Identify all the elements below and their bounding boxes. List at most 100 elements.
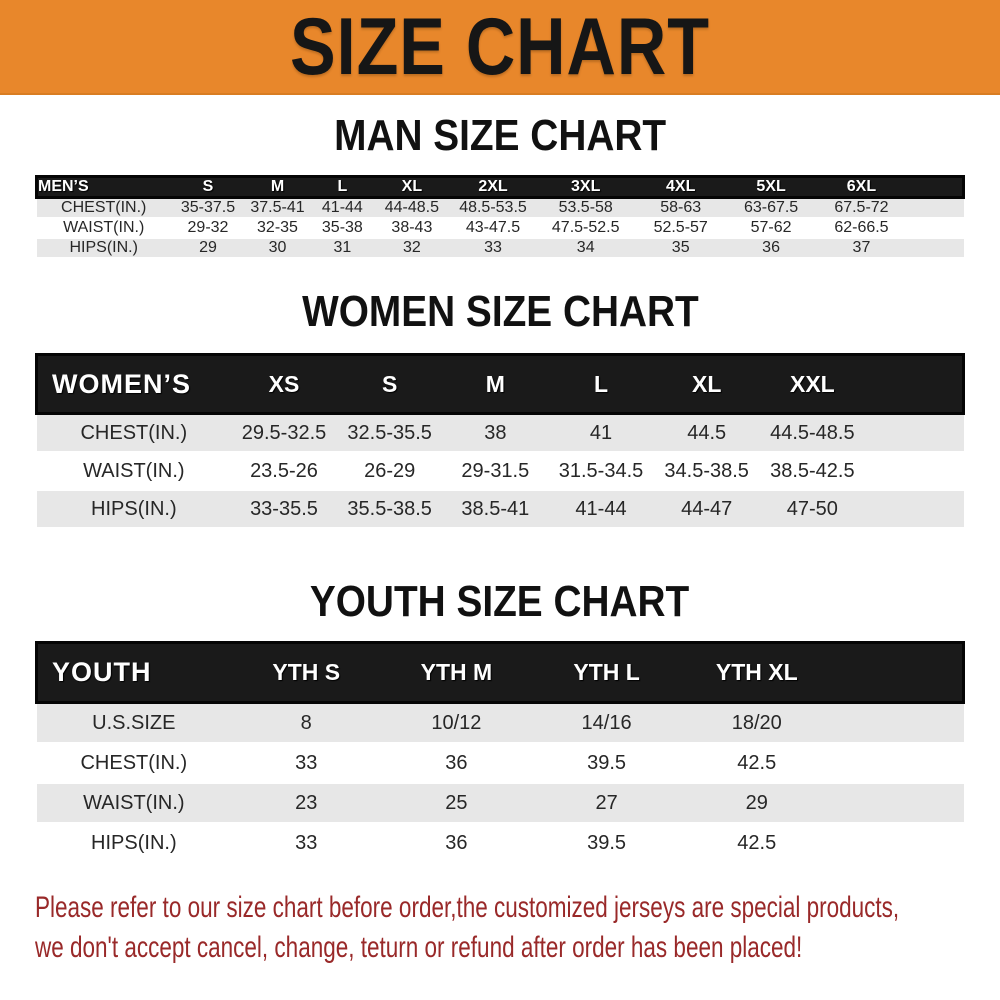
size-cell: 31	[309, 238, 375, 259]
size-cell: 29-32	[170, 218, 246, 239]
size-cell: 35-37.5	[170, 196, 246, 219]
row-label: WAIST(IN.)	[36, 218, 171, 239]
size-chart-banner: SIZE CHART	[0, 0, 1000, 95]
size-cell: 44-48.5	[374, 196, 449, 219]
size-cell: 42.5	[681, 743, 832, 784]
size-cell: 26-29	[336, 452, 443, 491]
women-size-table: WOMEN’S XS S M L XL XXL CHEST(IN.) 29.5-…	[35, 353, 966, 529]
size-cell: 29	[681, 783, 832, 824]
youth-column-header: YTH M	[381, 641, 532, 704]
youth-column-header: YTH XL	[681, 641, 832, 704]
size-cell: 29.5-32.5	[231, 412, 337, 453]
size-cell: 42.5	[681, 823, 832, 864]
size-cell: 33	[448, 238, 538, 259]
table-row: CHEST(IN.) 33 36 39.5 42.5	[36, 743, 964, 784]
men-column-header: 6XL	[815, 175, 908, 199]
spacer-cell	[831, 641, 965, 704]
size-cell: 33	[231, 823, 382, 864]
size-cell: 36	[727, 238, 816, 259]
spacer-cell	[831, 743, 964, 784]
row-label: HIPS(IN.)	[36, 238, 171, 259]
size-cell: 32	[374, 238, 449, 259]
size-cell: 47.5-52.5	[537, 218, 635, 239]
size-cell: 23.5-26	[231, 452, 337, 491]
row-label: HIPS(IN.)	[36, 490, 232, 529]
row-label: CHEST(IN.)	[36, 412, 232, 453]
size-cell: 37.5-41	[245, 196, 310, 219]
spacer-cell	[907, 238, 964, 259]
size-cell: 23	[231, 783, 382, 824]
size-cell: 53.5-58	[537, 196, 635, 219]
size-cell: 30	[245, 238, 310, 259]
size-cell: 33-35.5	[231, 490, 337, 529]
women-column-header: XL	[653, 353, 760, 415]
size-cell: 32-35	[245, 218, 310, 239]
size-cell: 44.5-48.5	[759, 412, 866, 453]
size-cell: 31.5-34.5	[548, 452, 654, 491]
size-cell: 32.5-35.5	[336, 412, 443, 453]
women-size-chart-heading: WOMEN SIZE CHART	[0, 288, 1000, 336]
table-row: HIPS(IN.) 33 36 39.5 42.5	[36, 823, 964, 864]
row-label: WAIST(IN.)	[36, 783, 232, 824]
page-title: SIZE CHART	[290, 1, 710, 92]
size-cell: 25	[381, 783, 532, 824]
size-cell: 57-62	[727, 218, 816, 239]
men-column-header: 3XL	[537, 175, 635, 199]
table-row: HIPS(IN.) 33-35.5 35.5-38.5 38.5-41 41-4…	[36, 490, 964, 529]
spacer-cell	[831, 701, 964, 744]
youth-size-chart-heading: YOUTH SIZE CHART	[0, 578, 1000, 626]
size-cell: 38.5-41	[442, 490, 549, 529]
women-column-header: XXL	[759, 353, 866, 415]
man-size-chart-heading-text: MAN SIZE CHART	[334, 112, 666, 160]
table-row: CHEST(IN.) 29.5-32.5 32.5-35.5 38 41 44.…	[36, 412, 964, 453]
men-column-header: S	[170, 175, 246, 199]
size-cell: 27	[531, 783, 682, 824]
size-cell: 35-38	[309, 218, 375, 239]
size-cell: 41	[548, 412, 654, 453]
spacer-cell	[865, 412, 964, 453]
men-column-header: L	[309, 175, 375, 199]
size-cell: 41-44	[309, 196, 375, 219]
disclaimer-line-2: we don't accept cancel, change, teturn o…	[35, 931, 803, 964]
youth-column-header: YTH L	[531, 641, 682, 704]
size-cell: 29	[170, 238, 246, 259]
size-cell: 62-66.5	[815, 218, 908, 239]
youth-column-header: YTH S	[231, 641, 382, 704]
spacer-cell	[831, 823, 964, 864]
size-cell: 63-67.5	[727, 196, 816, 219]
size-cell: 52.5-57	[634, 218, 728, 239]
size-cell: 37	[815, 238, 908, 259]
women-column-header: S	[336, 353, 443, 415]
size-cell: 34.5-38.5	[653, 452, 760, 491]
row-label: CHEST(IN.)	[36, 196, 171, 219]
men-column-header: 5XL	[727, 175, 816, 199]
women-size-chart-heading-text: WOMEN SIZE CHART	[301, 288, 699, 336]
size-cell: 39.5	[531, 743, 682, 784]
row-label: WAIST(IN.)	[36, 452, 232, 491]
spacer-cell	[907, 175, 965, 199]
row-label: CHEST(IN.)	[36, 743, 232, 784]
table-row: CHEST(IN.) 35-37.5 37.5-41 41-44 44-48.5…	[36, 196, 964, 219]
spacer-cell	[865, 452, 964, 491]
women-column-header: M	[442, 353, 549, 415]
spacer-cell	[865, 490, 964, 529]
men-column-header: 4XL	[634, 175, 728, 199]
spacer-cell	[865, 353, 966, 415]
size-cell: 38	[442, 412, 549, 453]
size-cell: 14/16	[531, 701, 682, 744]
table-row: WAIST(IN.) 29-32 32-35 35-38 38-43 43-47…	[36, 218, 964, 239]
man-size-chart-heading: MAN SIZE CHART	[0, 112, 1000, 160]
disclaimer-line-1: Please refer to our size chart before or…	[35, 891, 900, 924]
table-row: WAIST(IN.) 23.5-26 26-29 29-31.5 31.5-34…	[36, 452, 964, 491]
size-cell: 43-47.5	[448, 218, 538, 239]
size-cell: 35	[634, 238, 728, 259]
size-cell: 48.5-53.5	[448, 196, 538, 219]
size-cell: 44.5	[653, 412, 760, 453]
size-cell: 33	[231, 743, 382, 784]
women-column-header: XS	[231, 353, 337, 415]
men-header-row: MEN’S S M L XL 2XL 3XL 4XL 5XL 6XL	[34, 175, 965, 199]
size-cell: 10/12	[381, 701, 532, 744]
size-cell: 29-31.5	[442, 452, 549, 491]
size-cell: 18/20	[681, 701, 832, 744]
men-size-table: MEN’S S M L XL 2XL 3XL 4XL 5XL 6XL CHEST…	[34, 175, 965, 259]
